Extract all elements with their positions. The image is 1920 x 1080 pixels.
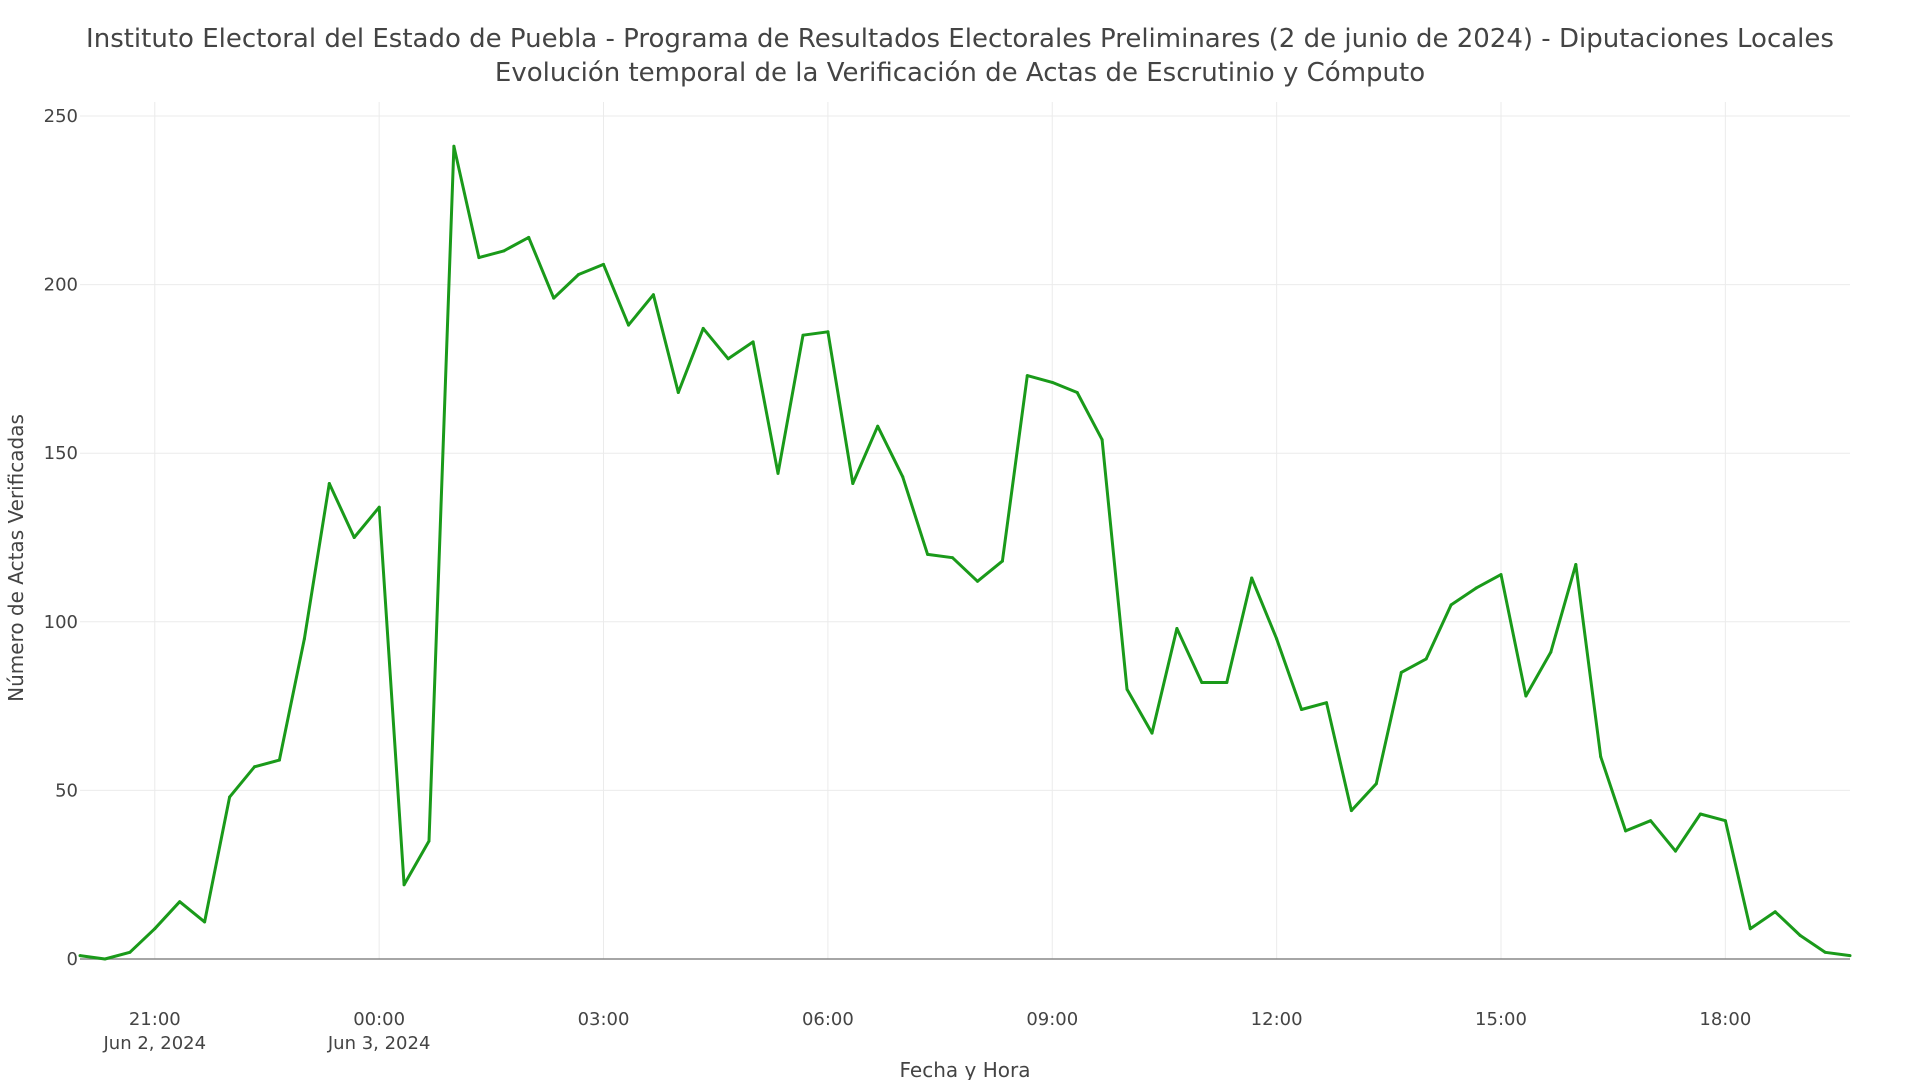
data-point <box>1075 391 1079 394</box>
x-tick-label: 09:00 <box>1026 1009 1078 1030</box>
data-point <box>1250 576 1254 580</box>
data-point <box>1499 573 1503 577</box>
y-tick-label: 250 <box>44 106 78 127</box>
data-point <box>751 340 755 344</box>
data-point <box>128 950 132 954</box>
data-point <box>78 954 82 958</box>
data-point <box>676 391 680 394</box>
y-tick-label: 200 <box>44 275 78 296</box>
data-point <box>1748 927 1752 931</box>
data-point <box>1325 701 1328 705</box>
x-axis-title: Fecha y Hora <box>900 1058 1031 1080</box>
data-point <box>502 249 506 253</box>
x-tick-label: 12:00 <box>1251 1009 1303 1030</box>
data-point <box>477 256 481 260</box>
data-point <box>701 326 705 330</box>
x-tick-label: 00:00 <box>353 1009 405 1030</box>
data-point <box>926 552 930 556</box>
data-point <box>103 957 107 961</box>
data-point <box>1025 374 1029 378</box>
data-point <box>1848 954 1852 958</box>
data-point <box>1698 812 1702 816</box>
x-tick-sublabel: Jun 2, 2024 <box>103 1033 207 1054</box>
data-point <box>801 333 805 337</box>
chart-title-block: Instituto Electoral del Estado de Puebla… <box>0 22 1920 90</box>
data-point <box>1449 603 1453 607</box>
chart-title: Instituto Electoral del Estado de Puebla… <box>86 24 1834 54</box>
data-point <box>876 424 880 428</box>
data-point <box>377 505 381 509</box>
data-point <box>1200 681 1204 684</box>
data-point <box>527 235 531 239</box>
data-point <box>302 637 306 641</box>
y-tick-label: 50 <box>55 780 78 801</box>
data-point <box>1574 563 1578 566</box>
data-point <box>1773 910 1777 914</box>
data-point <box>1424 657 1428 661</box>
data-point <box>1150 731 1154 735</box>
data-point <box>352 536 356 539</box>
data-point <box>1723 819 1727 823</box>
data-point <box>1125 687 1129 691</box>
data-point <box>1349 809 1353 813</box>
data-point <box>277 758 281 762</box>
x-tick-label: 21:00 <box>129 1009 181 1030</box>
data-point <box>577 273 581 276</box>
data-point <box>1474 586 1478 590</box>
data-point <box>1649 819 1653 823</box>
data-point <box>1624 829 1628 833</box>
data-point <box>1300 708 1303 711</box>
data-point <box>1100 438 1104 442</box>
data-point <box>402 883 406 887</box>
y-tick-label: 150 <box>44 443 78 464</box>
data-point <box>627 323 630 327</box>
data-point <box>1674 849 1677 853</box>
data-point <box>951 556 954 560</box>
data-point <box>1399 670 1403 674</box>
data-point <box>1599 755 1603 759</box>
x-tick-label: 06:00 <box>802 1009 854 1030</box>
y-tick-label: 0 <box>67 949 78 970</box>
data-point <box>826 330 830 334</box>
data-point <box>228 795 232 799</box>
data-point <box>178 900 182 904</box>
data-point <box>651 293 655 297</box>
data-point <box>153 927 157 931</box>
y-tick-label: 100 <box>44 612 78 633</box>
data-point <box>1050 380 1054 384</box>
y-axis-title: Número de Actas Verificadas <box>4 414 28 702</box>
data-point <box>1524 694 1528 698</box>
data-point <box>253 765 256 769</box>
data-point <box>776 471 780 475</box>
x-tick-label: 03:00 <box>578 1009 630 1030</box>
x-tick-sublabel: Jun 3, 2024 <box>327 1033 431 1054</box>
data-point <box>726 357 730 361</box>
data-point <box>1823 950 1827 954</box>
data-point <box>427 839 431 843</box>
data-point <box>1000 559 1004 563</box>
axes: 0 50 100 150 200 250 21:00 Jun 2, 2024 00:00 Jun … <box>44 106 1850 1054</box>
data-series <box>78 144 1852 961</box>
x-tick-label: 15:00 <box>1475 1009 1527 1030</box>
data-point <box>1225 681 1229 684</box>
data-point <box>976 579 979 583</box>
chart-subtitle: Evolución temporal de la Verificación de… <box>494 58 1426 88</box>
x-tick-label: 18:00 <box>1699 1009 1751 1030</box>
data-point <box>327 482 331 485</box>
data-point <box>203 920 207 924</box>
data-point <box>1798 933 1802 937</box>
data-point <box>1374 782 1378 786</box>
data-point <box>851 482 855 485</box>
data-point <box>1275 637 1279 641</box>
data-point <box>552 296 556 300</box>
data-point <box>901 475 905 479</box>
data-point <box>1549 650 1553 654</box>
data-point <box>602 262 605 266</box>
series-line <box>79 144 1851 961</box>
data-point <box>1175 627 1179 630</box>
data-point <box>452 144 456 148</box>
grid <box>80 102 1850 959</box>
